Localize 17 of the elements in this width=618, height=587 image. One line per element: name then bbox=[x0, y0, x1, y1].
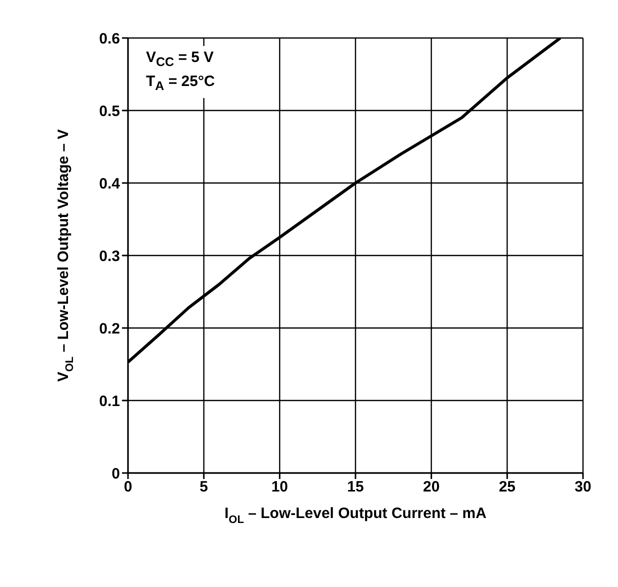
x-axis-title: I$_{OL}$ – Low-Level Output Current – mA bbox=[224, 505, 487, 526]
y-tick-label: 0.5 bbox=[99, 102, 120, 120]
y-tick-label: 0.4 bbox=[99, 175, 121, 192]
x-tick-label: 15 bbox=[347, 478, 364, 496]
x-tick-label: 10 bbox=[271, 478, 288, 496]
annotation: V$_{CC}$ = 5 V bbox=[146, 48, 215, 71]
annotation: T$_{A}$ = 25°C bbox=[146, 72, 215, 95]
y-tick-label: 0.6 bbox=[99, 30, 120, 48]
y-tick-label: 0.3 bbox=[99, 248, 120, 265]
x-tick-label: 25 bbox=[498, 478, 516, 496]
x-tick-label: 5 bbox=[200, 478, 208, 496]
y-tick-label: 0.2 bbox=[99, 320, 120, 338]
x-tick-label: 0 bbox=[124, 478, 132, 496]
y-tick-label: 0 bbox=[112, 465, 120, 482]
x-tick-label: 20 bbox=[422, 478, 440, 496]
y-tick-label: 0.1 bbox=[99, 392, 120, 410]
x-tick-label: 30 bbox=[574, 478, 592, 496]
